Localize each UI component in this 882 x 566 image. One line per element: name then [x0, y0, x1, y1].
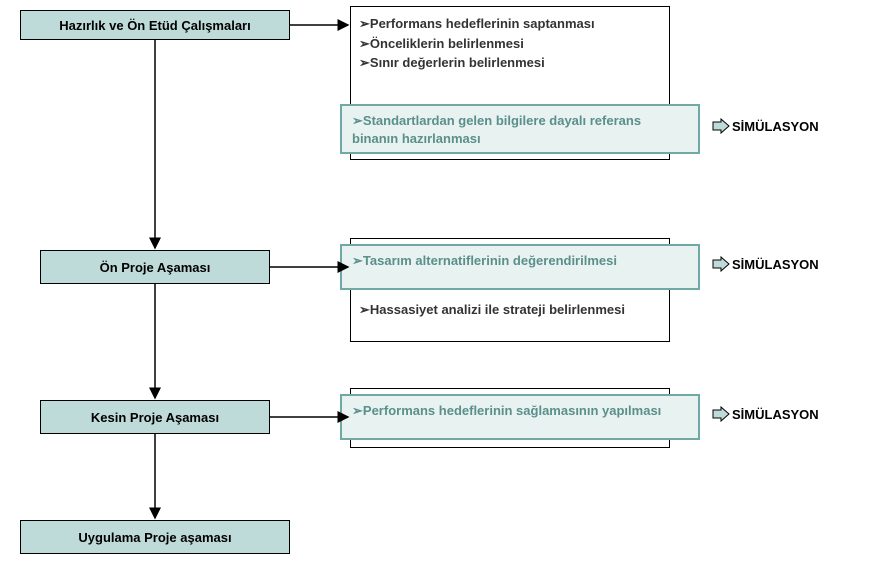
connector-arrows	[0, 0, 882, 566]
